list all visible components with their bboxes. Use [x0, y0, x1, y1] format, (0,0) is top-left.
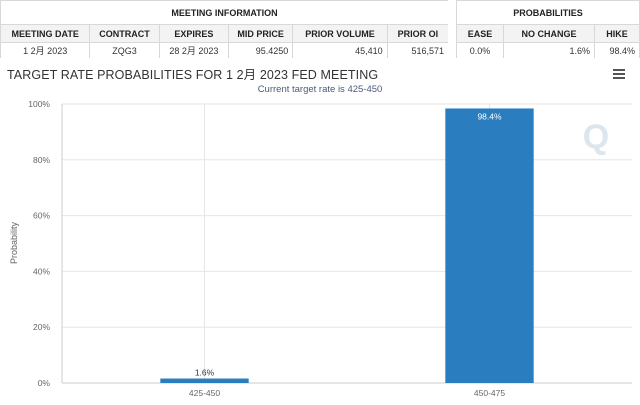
col-hike: HIKE [594, 24, 640, 43]
cell-mid-price: 95.4250 [227, 42, 294, 59]
cell-meeting-date: 1 2月 2023 [0, 42, 91, 59]
y-tick-label: 60% [33, 211, 50, 221]
meeting-information-table: MEETING INFORMATION MEETING DATE CONTRAC… [0, 0, 450, 59]
cell-expires: 28 2月 2023 [158, 42, 229, 59]
col-prior-volume: PRIOR VOLUME [292, 24, 388, 43]
table-row: 1 2月 2023 ZQG3 28 2月 2023 95.4250 45,410… [0, 42, 450, 59]
y-tick-label: 40% [33, 266, 50, 276]
bar [445, 108, 534, 384]
grid-lines [61, 103, 632, 384]
cell-contract: ZQG3 [89, 42, 160, 59]
cell-prior-volume: 45,410 [292, 42, 388, 59]
col-no-change: NO CHANGE [503, 24, 595, 43]
meeting-information-header: MEETING INFORMATION [0, 0, 449, 25]
bar [160, 378, 249, 383]
col-contract: CONTRACT [89, 24, 160, 43]
col-ease: EASE [456, 24, 504, 43]
bars: 1.6% 98.4% [160, 108, 534, 384]
col-mid-price: MID PRICE [227, 24, 294, 43]
probability-chart: TARGET RATE PROBABILITIES FOR 1 2月 2023 … [0, 58, 640, 405]
y-axis-title: Probability [9, 221, 19, 264]
chart-plot-area: Q 1.6% 98.4% 0% 20% 40% 60% 80% 100% 425-450 45… [9, 99, 632, 398]
x-axis-ticks: 425-450 450-475 [189, 388, 505, 398]
x-tick-label: 450-475 [474, 388, 505, 398]
y-tick-label: 80% [33, 155, 50, 165]
table-row: 0.0% 1.6% 98.4% [456, 42, 640, 59]
chart-subtitle: Current target rate is 425-450 [257, 84, 383, 95]
table-divider [448, 0, 456, 58]
watermark-logo: Q [583, 118, 609, 156]
y-tick-label: 20% [33, 322, 50, 332]
probabilities-table: PROBABILITIES EASE NO CHANGE HIKE 0.0% 1… [456, 0, 640, 59]
cell-hike: 98.4% [594, 42, 640, 59]
col-prior-oi: PRIOR OI [386, 24, 450, 43]
y-axis-ticks: 0% 20% 40% 60% 80% 100% [28, 99, 50, 388]
cell-no-change: 1.6% [503, 42, 595, 59]
bar-data-label: 98.4% [477, 111, 502, 121]
col-expires: EXPIRES [158, 24, 229, 43]
col-meeting-date: MEETING DATE [0, 24, 91, 43]
x-tick-label: 425-450 [189, 388, 220, 398]
probabilities-header: PROBABILITIES [456, 0, 640, 25]
chart-title: TARGET RATE PROBABILITIES FOR 1 2月 2023 … [7, 68, 379, 82]
y-tick-label: 100% [28, 99, 50, 109]
cme-fedwatch-table: MEETING INFORMATION MEETING DATE CONTRAC… [0, 0, 640, 59]
bar-data-label: 1.6% [195, 368, 215, 378]
cell-ease: 0.0% [456, 42, 504, 59]
y-tick-label: 0% [38, 378, 51, 388]
chart-menu-icon[interactable] [613, 69, 625, 79]
cell-prior-oi: 516,571 [386, 42, 450, 59]
